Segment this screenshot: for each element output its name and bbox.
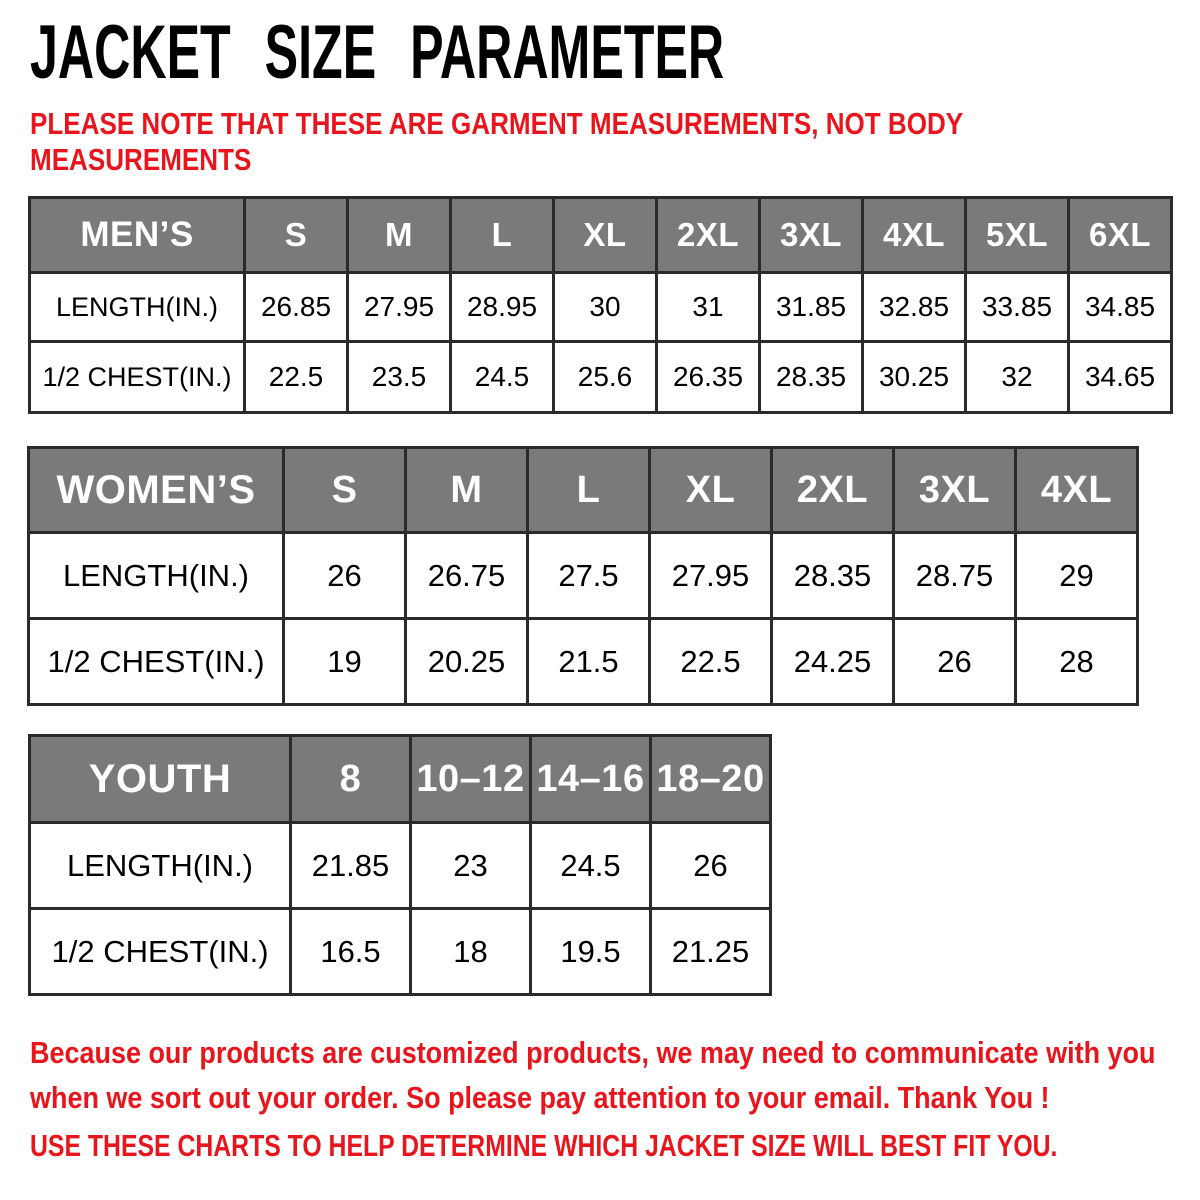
value-cell: 24.5 (452, 343, 552, 411)
value-cell: 27.95 (651, 534, 770, 617)
value-cell: 28.35 (773, 534, 892, 617)
womens-size-table: WOMEN’S S M L XL 2XL 3XL 4XL LENGTH(IN.) 26 26.75 2… (27, 446, 1139, 706)
value-cell: 27.95 (349, 274, 449, 340)
value-cell: 21.85 (292, 824, 409, 907)
row-label-cell: 1/2 CHEST(IN.) (30, 620, 282, 703)
page-title-text: JACKET SIZE PARAMETER (30, 10, 725, 95)
value-cell: 16.5 (292, 910, 409, 993)
size-header-cell: M (349, 199, 449, 271)
row-label-cell: LENGTH(IN.) (31, 824, 289, 907)
value-cell: 26 (652, 824, 769, 907)
size-header-cell: 4XL (864, 199, 964, 271)
value-cell: 32.85 (864, 274, 964, 340)
value-cell: 21.25 (652, 910, 769, 993)
value-cell: 29 (1017, 534, 1136, 617)
value-cell: 31.85 (761, 274, 861, 340)
value-cell: 26.75 (407, 534, 526, 617)
usage-instruction: USE THESE CHARTS TO HELP DETERMINE WHICH… (30, 1126, 1200, 1166)
table-title-cell: WOMEN’S (30, 449, 282, 531)
value-cell: 26 (895, 620, 1014, 703)
value-cell: 34.65 (1070, 343, 1170, 411)
value-cell: 31 (658, 274, 758, 340)
size-header-cell: XL (555, 199, 655, 271)
value-cell: 23.5 (349, 343, 449, 411)
value-cell: 21.5 (529, 620, 648, 703)
size-header-cell: S (285, 449, 404, 531)
value-cell: 19 (285, 620, 404, 703)
size-header-cell: 14–16 (532, 737, 649, 821)
size-header-cell: S (246, 199, 346, 271)
value-cell: 28.95 (452, 274, 552, 340)
value-cell: 30.25 (864, 343, 964, 411)
value-cell: 24.5 (532, 824, 649, 907)
size-header-cell: 10–12 (412, 737, 529, 821)
size-header-cell: 2XL (773, 449, 892, 531)
garment-note-line: PLEASE NOTE THAT THESE ARE GARMENT MEASU… (30, 106, 964, 141)
size-header-cell: M (407, 449, 526, 531)
value-cell: 28 (1017, 620, 1136, 703)
value-cell: 30 (555, 274, 655, 340)
value-cell: 22.5 (651, 620, 770, 703)
table-title-cell: MEN’S (31, 199, 243, 271)
size-header-cell: 8 (292, 737, 409, 821)
value-cell: 27.5 (529, 534, 648, 617)
value-cell: 26 (285, 534, 404, 617)
value-cell: 34.85 (1070, 274, 1170, 340)
size-header-cell: XL (651, 449, 770, 531)
size-header-cell: 3XL (895, 449, 1014, 531)
value-cell: 26.35 (658, 343, 758, 411)
value-cell: 25.6 (555, 343, 655, 411)
customization-notice: Because our products are customized prod… (30, 1030, 1200, 1120)
value-cell: 22.5 (246, 343, 346, 411)
page-title: JACKET SIZE PARAMETER (30, 14, 1082, 92)
value-cell: 23 (412, 824, 529, 907)
size-header-cell: 4XL (1017, 449, 1136, 531)
size-header-cell: 3XL (761, 199, 861, 271)
size-header-cell: 18–20 (652, 737, 769, 821)
customization-notice-line: when we sort out your order. So please p… (30, 1080, 1050, 1115)
row-label-cell: LENGTH(IN.) (30, 534, 282, 617)
value-cell: 28.75 (895, 534, 1014, 617)
value-cell: 28.35 (761, 343, 861, 411)
row-label-cell: LENGTH(IN.) (31, 274, 243, 340)
size-header-cell: L (529, 449, 648, 531)
value-cell: 24.25 (773, 620, 892, 703)
value-cell: 33.85 (967, 274, 1067, 340)
size-header-cell: 5XL (967, 199, 1067, 271)
mens-size-table: MEN’S S M L XL 2XL 3XL 4XL 5XL 6XL LENGTH(IN.) 26.8… (28, 196, 1173, 414)
size-header-cell: 2XL (658, 199, 758, 271)
table-title-cell: YOUTH (31, 737, 289, 821)
size-header-cell: 6XL (1070, 199, 1170, 271)
youth-size-table: YOUTH 8 10–12 14–16 18–20 LENGTH(IN.) 21.85 23 2… (28, 734, 772, 996)
row-label-cell: 1/2 CHEST(IN.) (31, 910, 289, 993)
size-header-cell: L (452, 199, 552, 271)
value-cell: 18 (412, 910, 529, 993)
customization-notice-line: Because our products are customized prod… (30, 1035, 1156, 1070)
value-cell: 20.25 (407, 620, 526, 703)
value-cell: 26.85 (246, 274, 346, 340)
value-cell: 32 (967, 343, 1067, 411)
garment-measurement-note: PLEASE NOTE THAT THESE ARE GARMENT MEASU… (30, 106, 1141, 178)
garment-note-line: MEASUREMENTS (30, 142, 252, 177)
row-label-cell: 1/2 CHEST(IN.) (31, 343, 243, 411)
usage-instruction-text: USE THESE CHARTS TO HELP DETERMINE WHICH… (30, 1128, 1058, 1163)
value-cell: 19.5 (532, 910, 649, 993)
